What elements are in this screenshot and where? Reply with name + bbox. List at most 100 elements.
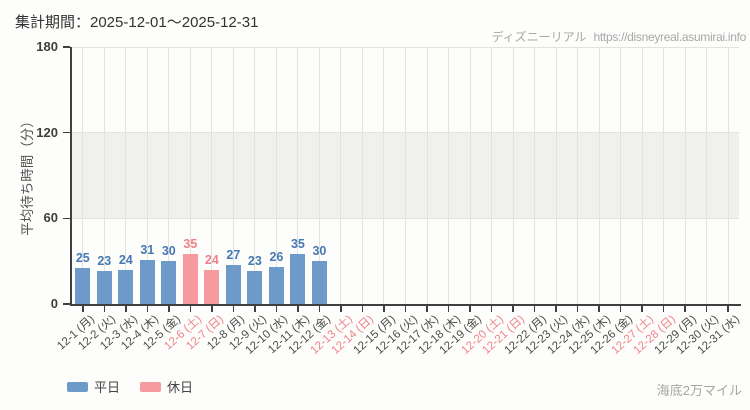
- x-tick: [662, 306, 665, 312]
- x-gridline: [383, 47, 385, 304]
- x-tick: [168, 306, 170, 312]
- bar-value-label: 23: [97, 254, 112, 269]
- x-gridline: [275, 47, 277, 304]
- x-tick: [641, 306, 643, 312]
- weekday-color-swatch: [67, 381, 88, 392]
- wait-time-bar: [182, 254, 198, 304]
- x-tick: [404, 306, 407, 312]
- x-gridline: [534, 47, 536, 304]
- x-tick: [232, 306, 235, 312]
- legend-item-holiday[interactable]: 休日: [140, 377, 193, 396]
- bar-value-label: 30: [312, 244, 327, 259]
- wait-time-bar: [247, 271, 263, 304]
- x-tick: [297, 306, 299, 312]
- x-gridline: [641, 47, 643, 304]
- wait-time-bar: [290, 254, 306, 304]
- x-tick: [533, 306, 536, 312]
- x-tick: [576, 306, 579, 312]
- bar-value-label: 35: [183, 237, 198, 252]
- x-gridline: [706, 47, 708, 304]
- x-tick: [103, 306, 106, 312]
- x-tick: [275, 306, 278, 312]
- x-gridline: [361, 47, 363, 304]
- x-gridline: [103, 47, 105, 304]
- y-tick-label: 60: [43, 210, 58, 226]
- plot-area: 12-1 (月) 25 12-2 (火) 23 12-3 (水) 24 12-4 (木) 31…: [36, 39, 742, 357]
- x-gridline: [426, 47, 428, 304]
- bar-value-label: 35: [290, 237, 305, 252]
- wait-time-bar: [311, 261, 327, 304]
- wait-time-bar: [96, 271, 112, 304]
- x-tick: [705, 306, 708, 312]
- bar-value-label: 25: [75, 251, 90, 266]
- x-gridline: [232, 47, 234, 304]
- x-gridline: [663, 47, 665, 304]
- x-tick: [447, 306, 450, 312]
- y-tick: [63, 303, 70, 305]
- bar-value-label: 27: [226, 248, 241, 263]
- legend-item-weekday[interactable]: 平日: [67, 377, 120, 396]
- x-tick: [490, 306, 493, 312]
- legend-label-holiday: 休日: [167, 380, 194, 395]
- aggregation-period-title: 集計期間：2025-12-01～2025-12-31: [15, 14, 259, 31]
- bar-value-label: 24: [118, 252, 133, 267]
- x-tick: [340, 306, 342, 312]
- x-gridline: [82, 47, 84, 304]
- x-gridline: [448, 47, 450, 304]
- y-tick-label: 0: [50, 296, 58, 311]
- legend-label-weekday: 平日: [94, 380, 121, 395]
- x-axis-line: [70, 304, 741, 306]
- site-watermark: ディズニーリアル https://disneyreal.asumirai.inf…: [491, 28, 746, 45]
- x-gridline: [146, 47, 148, 304]
- x-tick: [211, 306, 213, 312]
- bar-value-label: 26: [269, 249, 284, 264]
- y-tick: [63, 217, 70, 220]
- x-gridline: [555, 47, 557, 304]
- x-tick: [469, 306, 471, 312]
- x-tick: [727, 306, 729, 312]
- x-gridline: [405, 47, 406, 304]
- x-gridline: [189, 47, 191, 304]
- x-tick: [254, 306, 256, 312]
- x-tick: [619, 306, 622, 312]
- wait-time-bar: [161, 261, 177, 304]
- site-url: https://disneyreal.asumirai.info: [593, 30, 747, 44]
- x-tick: [146, 306, 149, 312]
- attraction-name: 海底2万マイル: [656, 383, 742, 398]
- x-gridline: [168, 47, 170, 304]
- x-tick: [684, 306, 686, 312]
- wait-time-bar: [268, 266, 284, 304]
- x-tick: [318, 306, 321, 312]
- x-tick: [383, 306, 385, 312]
- y-tick-label: 180: [36, 39, 58, 54]
- wait-time-bar: [139, 259, 155, 304]
- x-gridline: [297, 47, 299, 304]
- x-tick: [82, 306, 84, 312]
- x-gridline: [211, 47, 213, 304]
- x-gridline: [577, 47, 579, 304]
- x-tick: [598, 306, 600, 312]
- x-tick: [512, 306, 514, 312]
- x-tick: [189, 306, 192, 312]
- y-tick-label: 120: [36, 124, 58, 140]
- x-gridline: [125, 47, 127, 304]
- y-tick: [63, 46, 70, 48]
- bar-value-label: 30: [161, 244, 176, 259]
- wait-time-bar: [118, 269, 134, 304]
- x-gridline: [598, 47, 600, 304]
- y-axis-line: [70, 47, 72, 306]
- x-gridline: [318, 47, 320, 304]
- bar-value-label: 23: [247, 254, 262, 269]
- x-gridline: [620, 47, 622, 304]
- y-tick: [63, 131, 70, 134]
- bar-value-label: 24: [204, 252, 219, 267]
- x-tick: [125, 306, 127, 312]
- x-gridline: [491, 47, 493, 304]
- x-gridline: [469, 47, 471, 304]
- wait-time-bar: [225, 265, 241, 304]
- x-tick: [555, 306, 557, 312]
- site-name: ディズニーリアル: [491, 30, 587, 44]
- x-gridline: [727, 47, 729, 304]
- bar-value-label: 31: [140, 242, 155, 257]
